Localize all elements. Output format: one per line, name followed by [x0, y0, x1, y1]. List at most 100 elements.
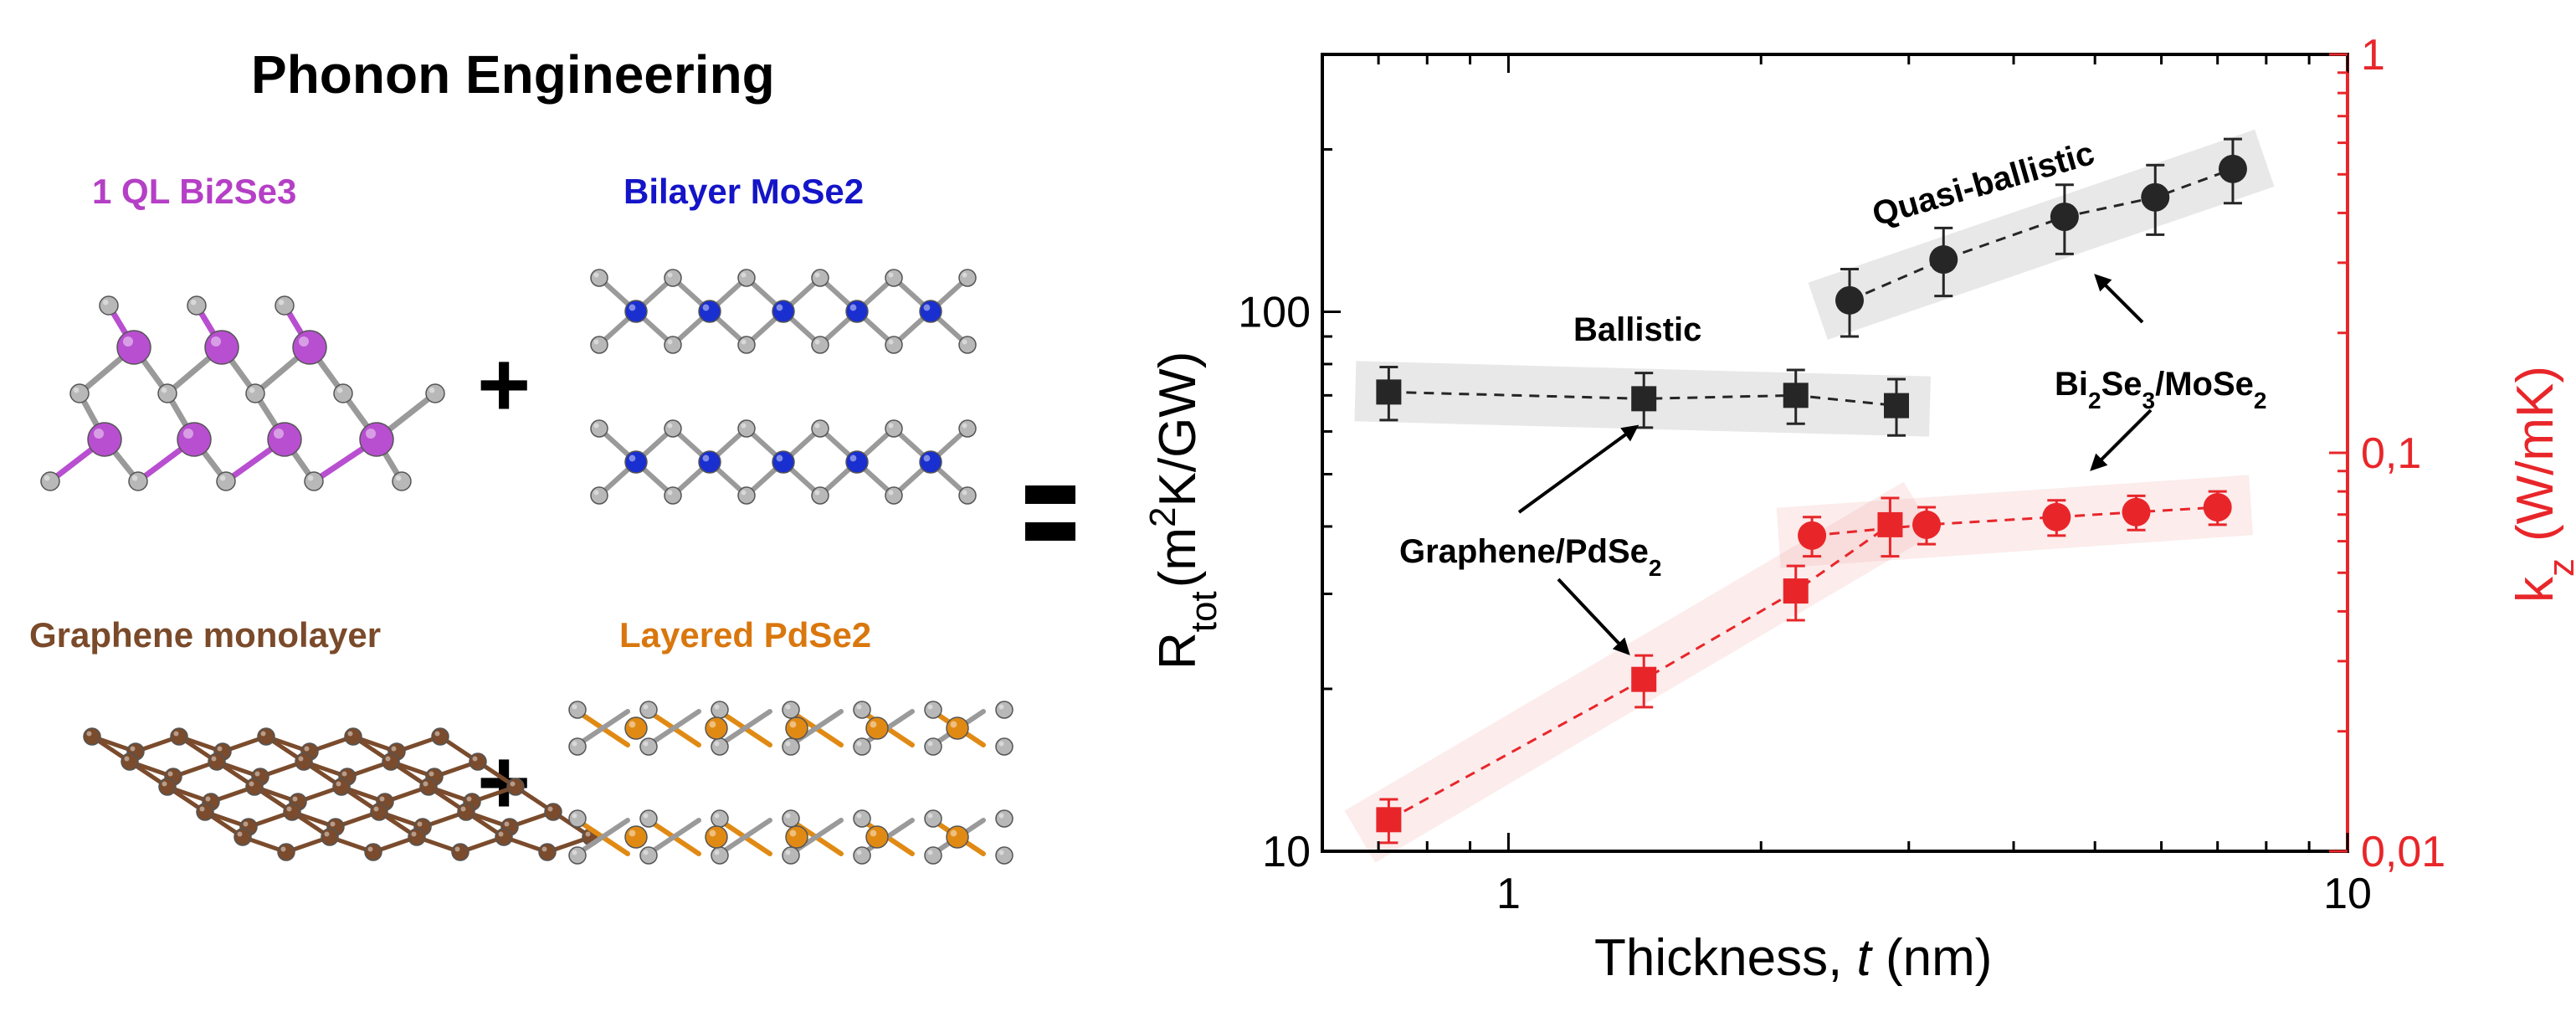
- se-atom: [568, 701, 587, 719]
- c-atom: [170, 727, 188, 746]
- se-atom: [425, 383, 445, 403]
- se-atom: [782, 737, 800, 756]
- c-atom: [233, 828, 252, 846]
- y-tick-label-left: 100: [1238, 289, 1311, 337]
- se-atom: [924, 809, 942, 828]
- data-point-circle: [2218, 154, 2247, 183]
- c-atom: [408, 828, 426, 846]
- se-atom: [853, 701, 871, 719]
- data-point-circle: [2122, 497, 2151, 526]
- c-atom: [257, 727, 275, 746]
- data-point-square: [1783, 578, 1809, 604]
- c-atom: [158, 778, 177, 796]
- c-atom: [538, 843, 557, 861]
- c-atom: [344, 727, 362, 746]
- x-tick-label: 10: [2323, 870, 2372, 918]
- data-point-circle: [1835, 285, 1865, 315]
- se-atom: [216, 471, 236, 491]
- mo-atom: [919, 450, 942, 474]
- se-atom: [853, 846, 871, 865]
- c-atom: [208, 752, 226, 771]
- bi-atom: [359, 422, 394, 457]
- se-atom: [811, 419, 829, 438]
- bi-atom: [177, 422, 212, 457]
- data-point-square: [1884, 393, 1910, 419]
- bi-atom: [267, 422, 302, 457]
- se-atom: [885, 269, 903, 287]
- c-atom: [321, 828, 339, 846]
- plus-sign-top: +: [477, 333, 531, 436]
- arrow-to-graphene-red: [1557, 578, 1630, 655]
- c-atom: [295, 752, 313, 771]
- c-atom: [506, 778, 525, 796]
- se-atom: [924, 846, 942, 865]
- x-axis-label: Thickness, t (nm): [1594, 929, 1992, 987]
- bi-atom: [292, 330, 327, 365]
- se-atom: [639, 737, 658, 756]
- annotation-ballistic: Ballistic: [1573, 311, 1701, 348]
- se-atom: [958, 336, 977, 354]
- data-point-square: [1877, 511, 1903, 537]
- se-atom: [157, 383, 177, 403]
- c-atom: [283, 803, 301, 821]
- se-atom: [639, 846, 658, 865]
- arrow-to-quasi-ballistic: [2094, 274, 2144, 324]
- se-atom: [128, 471, 148, 491]
- c-atom: [277, 843, 295, 861]
- c-atom: [457, 803, 475, 821]
- material-label-mose2: Bilayer MoSe2: [623, 172, 865, 211]
- mo-atom: [845, 450, 869, 474]
- se-atom: [568, 737, 587, 756]
- se-atom: [885, 486, 903, 505]
- pd-atom: [865, 825, 889, 849]
- pd-atom: [946, 825, 969, 849]
- se-atom: [958, 419, 977, 438]
- c-atom: [544, 803, 562, 821]
- material-label-pdse2: Layered PdSe2: [619, 615, 872, 655]
- se-atom: [568, 809, 587, 828]
- se-atom: [664, 269, 682, 287]
- c-atom: [431, 727, 449, 746]
- c-atom: [196, 803, 214, 821]
- se-atom: [885, 336, 903, 354]
- c-atom: [382, 752, 400, 771]
- se-atom: [995, 701, 1013, 719]
- annotation-graphene-pdse2: Graphene/PdSe2: [1399, 533, 1661, 581]
- c-atom: [332, 778, 351, 796]
- c-atom: [83, 727, 101, 746]
- se-atom: [40, 471, 60, 491]
- se-atom: [333, 383, 353, 403]
- mo-atom: [698, 300, 721, 323]
- mo-atom: [919, 300, 942, 323]
- material-label-bi2se3: 1 QL Bi2Se3: [92, 172, 297, 211]
- y-tick-label-right: 0,1: [2361, 429, 2421, 478]
- se-atom: [811, 486, 829, 505]
- pd-atom: [785, 716, 808, 740]
- se-atom: [639, 809, 658, 828]
- se-atom: [639, 701, 658, 719]
- se-atom: [995, 846, 1013, 865]
- se-atom: [69, 383, 90, 403]
- trend-line: [1388, 390, 1897, 408]
- pd-atom: [865, 716, 889, 740]
- se-atom: [275, 295, 295, 316]
- se-atom: [924, 701, 942, 719]
- data-point-square: [1783, 383, 1809, 408]
- c-atom: [121, 752, 139, 771]
- material-label-graphene: Graphene monolayer: [29, 615, 382, 655]
- se-atom: [995, 737, 1013, 756]
- bi-atom: [87, 422, 122, 457]
- se-atom: [782, 701, 800, 719]
- se-atom: [304, 471, 324, 491]
- data-point-square: [1631, 666, 1657, 692]
- bi-atom: [116, 330, 151, 365]
- se-atom: [590, 269, 608, 287]
- trend-band: [1808, 129, 2275, 340]
- mo-atom: [772, 300, 795, 323]
- data-point-circle: [2050, 203, 2079, 232]
- pd-atom: [785, 825, 808, 849]
- se-atom: [737, 419, 756, 438]
- c-atom: [419, 778, 438, 796]
- bi-atom: [204, 330, 239, 365]
